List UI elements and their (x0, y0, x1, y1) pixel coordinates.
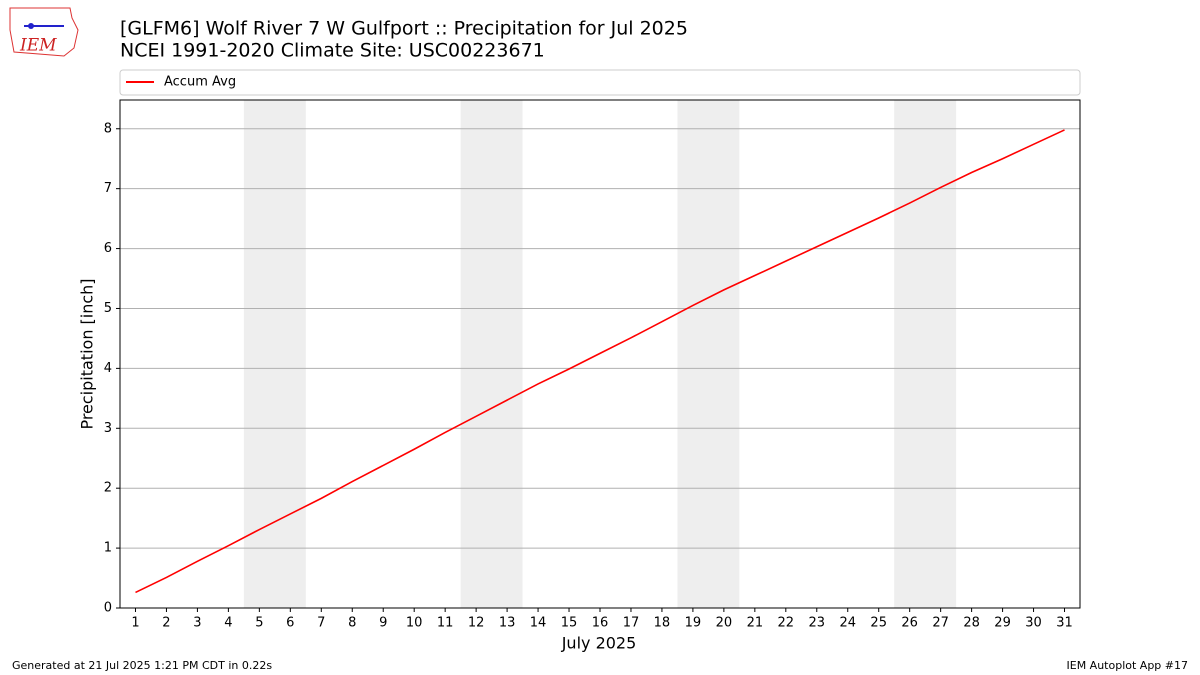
weekend-shade (894, 100, 957, 608)
x-tick-label: 23 (809, 616, 826, 631)
x-tick-label: 25 (870, 616, 887, 631)
y-tick-label: 5 (104, 301, 112, 316)
x-tick-label: 27 (932, 616, 949, 631)
logo: IEM (9, 7, 79, 57)
chart-subtitle: NCEI 1991-2020 Climate Site: USC00223671 (120, 40, 545, 62)
x-tick-label: 19 (685, 616, 702, 631)
footer-left: Generated at 21 Jul 2025 1:21 PM CDT in … (12, 659, 272, 672)
x-axis-label: July 2025 (561, 634, 637, 653)
x-tick-label: 3 (193, 616, 201, 631)
x-tick-label: 12 (468, 616, 485, 631)
series-line (135, 129, 1065, 594)
x-tick-label: 17 (623, 616, 640, 631)
legend-box (119, 69, 1081, 96)
y-tick-label: 0 (104, 601, 112, 616)
plot-frame (119, 99, 1081, 609)
x-tick-label: 20 (716, 616, 733, 631)
footer-right: IEM Autoplot App #17 (1067, 659, 1189, 672)
x-tick-label: 14 (530, 616, 547, 631)
y-axis-label: Precipitation [inch] (78, 278, 97, 429)
x-tick-label: 15 (561, 616, 578, 631)
x-tick-label: 13 (499, 616, 516, 631)
chart-title: [GLFM6] Wolf River 7 W Gulfport :: Preci… (120, 18, 688, 40)
x-tick-label: 21 (747, 616, 764, 631)
x-tick-label: 1 (131, 616, 139, 631)
x-tick-label: 26 (901, 616, 918, 631)
y-tick-label: 2 (104, 481, 112, 496)
x-tick-label: 4 (224, 616, 232, 631)
x-tick-label: 8 (348, 616, 356, 631)
y-tick-label: 7 (104, 181, 112, 196)
logo-text: IEM (19, 36, 57, 56)
x-tick-label: 6 (286, 616, 294, 631)
x-tick-label: 18 (654, 616, 671, 631)
x-tick-label: 16 (592, 616, 609, 631)
y-tick-label: 4 (104, 361, 112, 376)
x-tick-label: 2 (162, 616, 170, 631)
weekend-shade (460, 100, 523, 608)
x-tick-label: 11 (437, 616, 454, 631)
y-tick-label: 1 (104, 541, 112, 556)
x-tick-label: 29 (994, 616, 1011, 631)
x-tick-label: 22 (778, 616, 795, 631)
x-tick-label: 28 (963, 616, 980, 631)
weekend-shade (243, 100, 306, 608)
legend-label: Accum Avg (164, 75, 236, 90)
x-tick-label: 24 (839, 616, 856, 631)
y-tick-label: 6 (104, 241, 112, 256)
x-tick-label: 5 (255, 616, 263, 631)
y-tick-label: 3 (104, 421, 112, 436)
x-tick-label: 31 (1056, 616, 1073, 631)
y-tick-label: 8 (104, 121, 112, 136)
x-tick-label: 7 (317, 616, 325, 631)
x-tick-label: 30 (1025, 616, 1042, 631)
x-tick-label: 9 (379, 616, 387, 631)
x-tick-label: 10 (406, 616, 423, 631)
weekend-shade (677, 100, 740, 608)
